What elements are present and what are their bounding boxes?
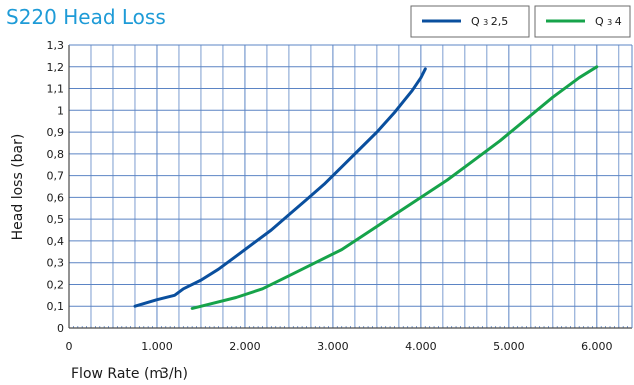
y-tick-label: 0,1 [47, 300, 65, 313]
y-axis-title: Head loss (bar) [10, 134, 26, 241]
legend-item-2: Q 3 4 [534, 5, 631, 38]
y-tick-label: 0,6 [47, 191, 65, 204]
y-tick-label: 0,8 [47, 148, 65, 161]
legend-label: Q 3 2,5 [471, 15, 508, 28]
x-tick-label: 5.000 [493, 340, 525, 353]
chart-title: S220 Head Loss [6, 5, 166, 29]
x-tick-label: 3.000 [317, 340, 349, 353]
x-axis-title: Flow Rate (m [71, 366, 163, 382]
legend-label: Q 3 4 [595, 15, 622, 28]
y-tick-label: 1 [57, 104, 64, 117]
y-tick-label: 0,2 [47, 278, 65, 291]
legend-item-1: Q 3 2,5 [410, 5, 530, 38]
y-tick-label: 1,2 [47, 61, 65, 74]
x-tick-label: 4.000 [405, 340, 437, 353]
y-tick-label: 0,7 [47, 170, 65, 183]
series-line-2 [190, 65, 599, 310]
legend: Q 3 2,5 Q 3 4 [410, 5, 631, 38]
x-tick-label: 1.000 [141, 340, 173, 353]
x-tick-label: 0 [66, 340, 73, 353]
y-tick-label: 1,3 [47, 39, 65, 52]
x-tick-label: 2.000 [229, 340, 261, 353]
x-tick-label: 6.000 [581, 340, 613, 353]
x-axis-unit: 3/h) [160, 366, 188, 382]
y-tick-label: 0,5 [47, 213, 65, 226]
y-tick-label: 0,9 [47, 126, 65, 139]
grid-lines [68, 44, 633, 328]
series-lines [133, 65, 599, 310]
y-tick-label: 0,3 [47, 257, 65, 270]
y-tick-label: 0,4 [47, 235, 65, 248]
y-tick-label: 0 [57, 322, 64, 335]
series-line-1 [133, 67, 427, 308]
axes: 0 0,1 0,2 0,3 0,4 0,5 0,6 0,7 0,8 0,9 1 1,1 1,2 1,3 0 1… [47, 39, 633, 353]
y-tick-label: 1,1 [47, 83, 65, 96]
